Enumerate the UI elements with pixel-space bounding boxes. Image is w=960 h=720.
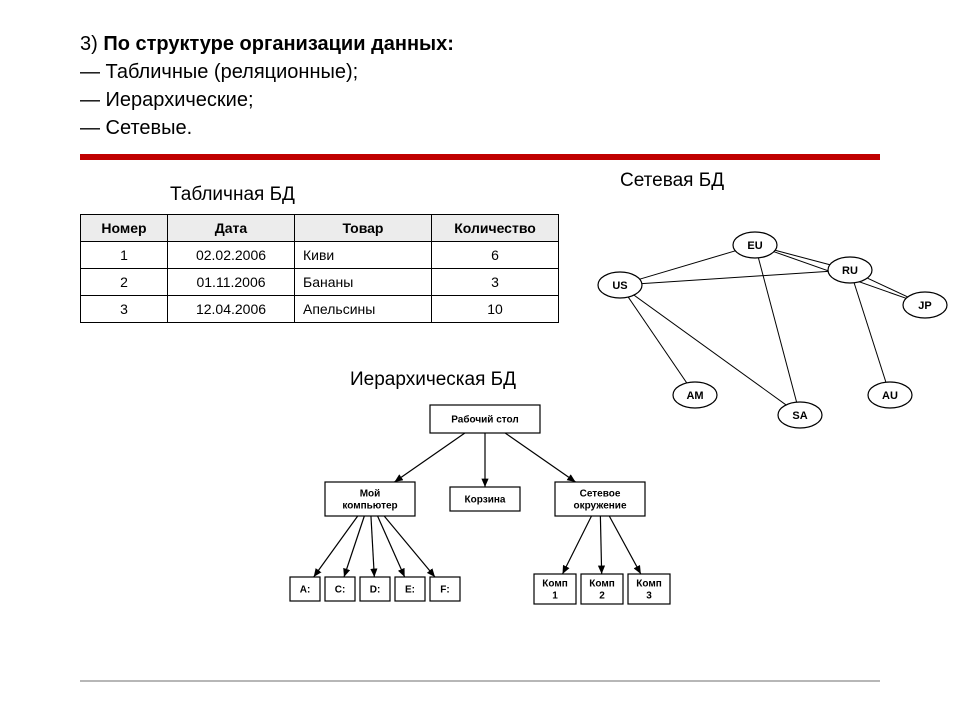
- bullet-2: — Сетевые.: [80, 114, 880, 142]
- table-cell: 3: [432, 269, 559, 296]
- tree-edge: [600, 516, 601, 574]
- network-edge: [758, 258, 796, 402]
- heading-bold: По структуре организации данных:: [103, 33, 454, 55]
- table-header: Количество: [432, 215, 559, 242]
- bullet-0: — Табличные (реляционные);: [80, 58, 880, 86]
- table-header: Номер: [81, 215, 168, 242]
- tree-edge: [394, 433, 464, 482]
- table-cell: 10: [432, 296, 559, 323]
- tree-node-label: Рабочий стол: [451, 414, 519, 426]
- tree-node-label: Комп: [589, 579, 615, 590]
- table-title: Табличная БД: [170, 184, 559, 206]
- tree-node-label: D:: [370, 585, 381, 596]
- tree-node-label: Комп: [636, 579, 662, 590]
- table-cell: 3: [81, 296, 168, 323]
- tree-node-label: C:: [335, 585, 346, 596]
- bullet-1: — Иерархические;: [80, 86, 880, 114]
- table-cell: 01.11.2006: [168, 269, 295, 296]
- tree-diagram: Рабочий стол Мойкомпьютер Корзина Сетевоеок…: [250, 399, 720, 629]
- tree-node-label: 1: [552, 591, 558, 602]
- tree-section: Иерархическая БД Рабочий стол Мойкомпьюте…: [250, 365, 720, 634]
- table-cell: 6: [432, 242, 559, 269]
- network-edge: [775, 250, 830, 264]
- network-title: Сетевая БД: [620, 170, 960, 192]
- network-node-label: US: [612, 280, 627, 292]
- table-section: Табличная БД НомерДатаТоварКоличество102…: [80, 180, 559, 323]
- tree-node-label: F:: [440, 585, 449, 596]
- tree-node-label: Сетевое: [580, 489, 621, 500]
- tree-node-label: 3: [646, 591, 652, 602]
- tree-node-label: Мой: [360, 489, 381, 500]
- table-row: 102.02.2006Киви6: [81, 242, 559, 269]
- network-node-label: EU: [747, 240, 762, 252]
- tree-edge: [314, 516, 358, 577]
- tree-title: Иерархическая БД: [350, 369, 720, 391]
- tree-node-label: Корзина: [465, 495, 506, 506]
- network-edge: [854, 283, 886, 382]
- red-divider: [80, 154, 880, 160]
- tree-edge: [563, 516, 592, 574]
- table-row: 312.04.2006Апельсины10: [81, 296, 559, 323]
- table-cell: Апельсины: [295, 296, 432, 323]
- table-cell: Киви: [295, 242, 432, 269]
- tree-edge: [371, 516, 374, 577]
- tree-node-label: 2: [599, 591, 605, 602]
- tree-edge: [505, 433, 575, 482]
- network-node-label: SA: [792, 410, 807, 422]
- network-edge: [867, 278, 907, 297]
- tree-edge: [609, 516, 641, 574]
- heading: 3) По структуре организации данных: — Та…: [80, 30, 880, 142]
- table-cell: 1: [81, 242, 168, 269]
- db-table: НомерДатаТоварКоличество102.02.2006Киви6…: [80, 214, 559, 323]
- bottom-divider: [80, 680, 880, 682]
- table-header: Товар: [295, 215, 432, 242]
- tree-node-label: компьютер: [342, 501, 397, 512]
- tree-edge: [384, 516, 435, 577]
- table-header: Дата: [168, 215, 295, 242]
- tree-node-label: A:: [300, 585, 311, 596]
- table-cell: Бананы: [295, 269, 432, 296]
- network-node-label: RU: [842, 265, 858, 277]
- network-node-label: JP: [918, 300, 931, 312]
- tree-node-label: Комп: [542, 579, 568, 590]
- heading-number: 3): [80, 33, 98, 55]
- network-edge: [640, 251, 736, 279]
- table-cell: 02.02.2006: [168, 242, 295, 269]
- tree-node-label: окружение: [573, 501, 626, 512]
- network-edge: [642, 271, 828, 283]
- table-cell: 12.04.2006: [168, 296, 295, 323]
- tree-node-label: E:: [405, 585, 415, 596]
- network-node-label: AU: [882, 390, 898, 402]
- table-cell: 2: [81, 269, 168, 296]
- tree-edge: [344, 516, 364, 577]
- table-row: 201.11.2006Бананы3: [81, 269, 559, 296]
